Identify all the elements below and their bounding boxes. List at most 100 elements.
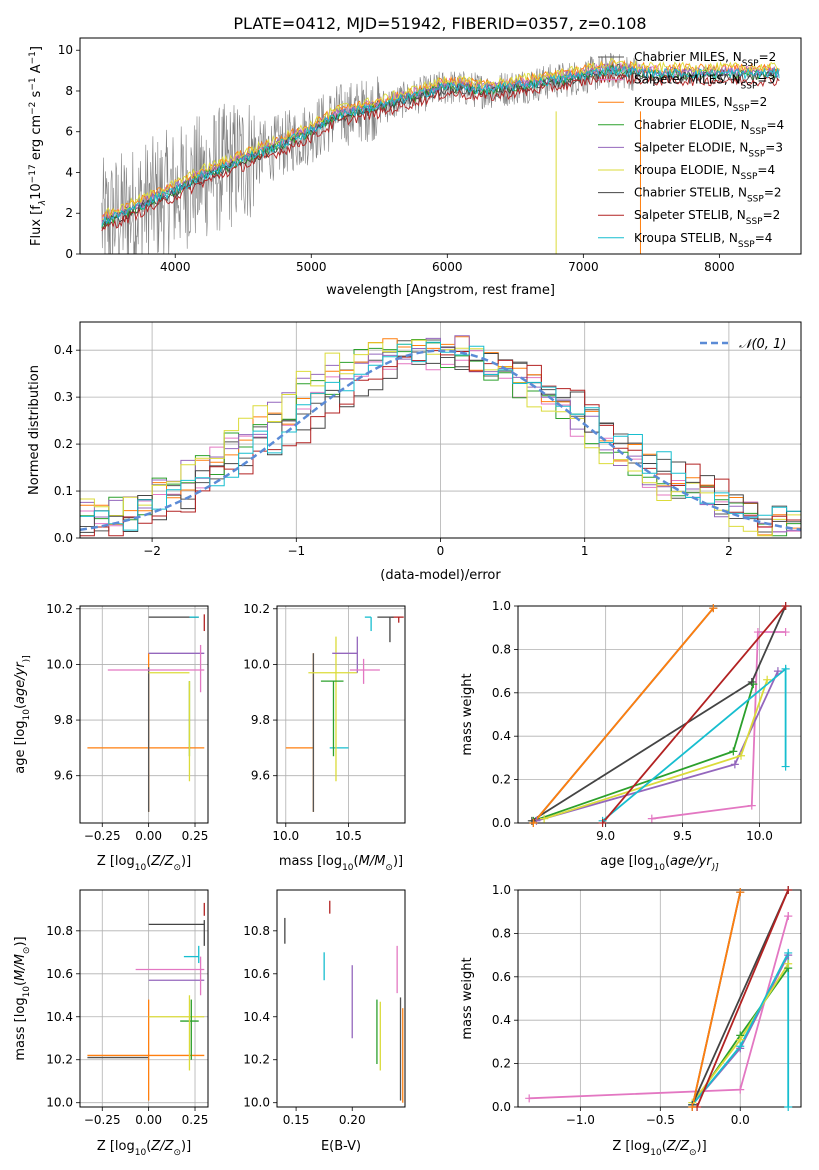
x-tick-label: 0.0 [731, 1113, 750, 1127]
label-fragment: age/yr [670, 854, 713, 869]
y-tick-label: 10.4 [46, 1010, 73, 1024]
label-fragment: M/M [13, 954, 28, 981]
label-fragment: Z [log [97, 854, 135, 869]
x-tick-label: 9.5 [673, 829, 692, 843]
weight-marker-salpeter_elodie [773, 667, 782, 676]
y-tick-label: 0.2 [492, 1057, 511, 1071]
x-tick-label: −1.0 [566, 1113, 595, 1127]
legend-label-kroupa_elodie: Kroupa ELODIE, NSSP=4 [634, 163, 775, 182]
y-tick-label: 0.8 [492, 642, 511, 656]
y-tick-label: 10.0 [46, 1096, 73, 1110]
label-fragment: SSP [746, 217, 763, 227]
label-fragment: =4 [757, 163, 775, 177]
figure-title: PLATE=0412, MJD=51942, FIBERID=0357, z=0… [233, 14, 646, 33]
weight-marker-salpeter_miles [736, 1085, 745, 1094]
x-tick-label: 10.0 [272, 829, 299, 843]
y-tick-label: 10.0 [46, 657, 73, 671]
y-tick-label: 1.0 [492, 599, 511, 613]
label-fragment: )] [393, 854, 403, 869]
weight-line-chabrier_stelib [531, 606, 787, 822]
y-tick-label: 10.6 [46, 967, 73, 981]
y-tick-label: 1.0 [492, 883, 511, 897]
x-tick-label: 0 [437, 544, 445, 558]
label-fragment: =4 [766, 118, 784, 132]
x-axis-label: (data-model)/error [380, 568, 501, 583]
weight-marker-kroupa_stelib [736, 1042, 745, 1051]
panel-mass_vs_EBV: 0.15 0.20 10.0 10.2 10.4 10.6 10.8 E(B-V) [243, 889, 406, 1154]
label-fragment: SSP [738, 240, 755, 250]
weight-marker-salpeter_miles [781, 628, 790, 637]
model-spectrum-kroupa_stelib [101, 65, 780, 227]
y-tick-label: 10.0 [243, 657, 270, 671]
weight-marker-salpeter_miles [647, 814, 656, 823]
weight-marker-kroupa_elodie [763, 675, 772, 684]
x-tick-label: 5000 [296, 260, 327, 274]
y-tick-label: 0.4 [492, 729, 511, 743]
label-fragment: ( [146, 1139, 151, 1154]
axes-frame [517, 605, 802, 824]
label-fragment: −17 [28, 164, 38, 183]
weight-line-salpeter_elodie [536, 670, 779, 822]
x-tick-label: 2 [725, 544, 733, 558]
panel-age_vs_Z: −0.25 0.00 0.259.69.810.010.2Z [log10(Z/Z⊙… [13, 602, 209, 873]
x-tick-label: −0.25 [84, 1113, 121, 1127]
weight-marker-kroupa_elodie [784, 959, 793, 968]
legend-label-chabrier_elodie: Chabrier ELODIE, NSSP=4 [634, 118, 784, 137]
normal-curve [80, 349, 801, 532]
label-fragment: −1 [28, 51, 38, 64]
y-tick-label: 6 [65, 125, 73, 139]
y-tick-label: 9.6 [54, 769, 73, 783]
label-fragment: 10 [29, 183, 44, 200]
x-tick-label: 7000 [568, 260, 599, 274]
label-fragment: SSP [747, 195, 764, 205]
y-tick-label: 10.2 [243, 1053, 270, 1067]
panel-age_vs_mass: 10.0 10.5 9.6 9.8 10.0 10.2 mass [log10(M/M⊙)] [243, 602, 406, 873]
weight-marker-salpeter_miles [747, 801, 756, 810]
label-fragment: s [29, 90, 44, 101]
legend-label-chabrier_miles: Chabrier MILES, NSSP=2 [634, 50, 776, 69]
label-fragment: Chabrier MILES, N [634, 50, 742, 64]
label-fragment: =2 [759, 50, 777, 64]
weight-marker-kroupa_miles [688, 1103, 697, 1111]
y-tick-label: 0.6 [492, 970, 511, 984]
plot-area [284, 900, 404, 1103]
y-tick-label: 0.4 [492, 1013, 511, 1027]
x-tick-label: 6000 [432, 260, 463, 274]
legend-label-kroupa_miles: Kroupa MILES, NSSP=2 [634, 95, 767, 114]
x-tick-label: 0.00 [135, 1113, 162, 1127]
y-tick-label: 2 [65, 206, 73, 220]
weight-marker-kroupa_stelib [784, 1103, 793, 1111]
label-fragment: −1 [28, 77, 38, 90]
label-fragment: 10 [135, 1148, 147, 1158]
label-fragment: SSP [741, 172, 758, 182]
model-spectrum-salpeter_stelib [101, 72, 780, 232]
label-fragment: erg cm [29, 115, 44, 164]
label-fragment: ⊙ [385, 863, 393, 873]
label-fragment: ( [13, 704, 28, 709]
y-tick-label: 10.6 [243, 967, 270, 981]
plot-area [101, 52, 780, 254]
label-fragment: mass [log [13, 997, 28, 1060]
panel-weight_vs_Z: −1.0 −0.5 0.0 0.0 0.2 0.4 0.6 0.8 1.0 Z [log10(Z/… [460, 883, 802, 1158]
label-fragment: Flux [f [29, 205, 44, 246]
weight-marker-kroupa_elodie [737, 751, 746, 760]
label-fragment: age [log [600, 854, 653, 869]
y-tick-label: 9.8 [54, 713, 73, 727]
label-fragment: )] [697, 1139, 707, 1154]
model-spectrum-kroupa_miles [101, 59, 780, 220]
legend-label-salpeter_elodie: Salpeter ELODIE, NSSP=3 [634, 140, 783, 159]
normal-legend-label: 𝒩(0, 1) [739, 337, 786, 352]
model-spectrum-salpeter_miles [101, 61, 780, 222]
weight-marker-salpeter_stelib [781, 602, 790, 610]
label-fragment: ( [13, 981, 28, 986]
weight-line-salpeter_miles [529, 915, 790, 1100]
weight-marker-salpeter_miles [784, 912, 793, 921]
label-fragment: 10 [22, 709, 32, 721]
label-fragment: mass [log [279, 854, 342, 869]
label-fragment: Kroupa STELIB, N [634, 231, 738, 245]
label-fragment: ( [662, 1139, 667, 1154]
label-fragment: )] [181, 854, 191, 869]
label-fragment: ⊙ [22, 947, 32, 955]
